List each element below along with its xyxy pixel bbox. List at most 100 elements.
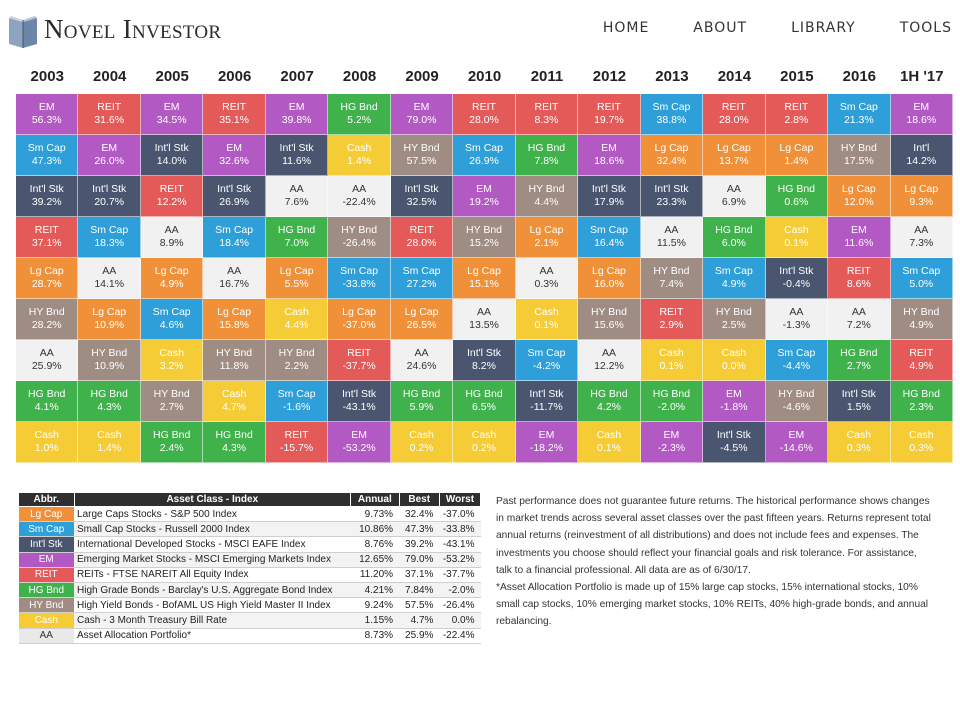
return-cell: Sm Cap 47.3% [16,135,79,176]
legend-header-annual: Annual [350,492,400,507]
asset-abbr: EM [351,429,367,441]
legend-row: REIT REITs - FTSE NAREIT All Equity Index… [18,567,481,583]
asset-abbr: AA [414,347,429,359]
return-value: 12.0% [843,196,874,208]
asset-abbr: HY Bnd [153,388,190,400]
return-cell: AA 16.7% [203,258,266,299]
return-value: 28.0% [406,237,437,249]
return-value: 6.5% [472,401,496,413]
return-cell: Lg Cap -37.0% [328,299,391,340]
year-column: REIT 35.1% EM 32.6% Int'l Stk 26.9% Sm Cap 18.4… [203,94,266,463]
asset-abbr: AA [851,306,866,318]
return-value: 15.1% [469,278,499,290]
asset-abbr: AA [289,183,304,195]
return-value: 7.0% [284,237,309,249]
return-value: 9.3% [909,196,934,208]
return-value: 3.2% [159,360,184,372]
legend-abbr-swatch: Sm Cap [18,521,75,538]
asset-abbr: Lg Cap [29,265,64,277]
asset-abbr: EM [788,429,805,441]
return-cell: REIT 4.9% [890,340,954,381]
return-cell: REIT 8.6% [828,258,891,299]
asset-abbr: REIT [596,101,621,113]
year-column: REIT 28.0% Sm Cap 26.9% EM 19.2% HY Bnd 15.2% Lg… [453,94,516,463]
legend-annual: 8.73% [350,628,400,644]
nav-home[interactable]: HOME [602,20,650,36]
asset-abbr: Int'l Stk [529,388,564,400]
return-value: 7.3% [909,237,934,249]
return-value: 4.1% [34,401,59,413]
return-cell: HG Bnd 2.4% [140,422,204,463]
return-cell: HG Bnd 4.3% [78,381,141,422]
return-value: 6.9% [721,196,746,208]
asset-abbr: HY Bnd [653,265,690,277]
return-value: 24.6% [406,360,437,372]
return-cell: Cash 1.4% [78,422,141,463]
asset-abbr: EM [413,101,430,113]
legend-worst: -37.0% [439,506,481,523]
return-value: 4.2% [596,401,621,413]
year-label: 2004 [93,68,127,85]
return-cell: Int'l Stk 11.6% [265,135,329,176]
return-value: 4.6% [159,319,184,331]
year-column: REIT 19.7% EM 18.6% Int'l Stk 17.9% Sm Cap 16.4… [578,94,641,463]
legend-asset-name: Emerging Market Stocks - MSCI Emerging M… [74,552,351,568]
legend-header-abbr: Abbr. [18,492,75,507]
return-value: 28.0% [469,114,499,126]
return-cell: AA 12.2% [578,340,641,381]
return-cell: HY Bnd 17.5% [828,135,891,176]
nav-library[interactable]: LIBRARY [791,20,856,36]
legend-worst: -43.1% [439,536,481,553]
return-cell: EM 26.0% [78,135,141,176]
legend-best: 37.1% [399,567,440,583]
legend-asset-name: International Developed Stocks - MSCI EA… [74,536,351,553]
asset-abbr: Lg Cap [779,142,814,154]
return-value: 12.2% [594,360,624,372]
return-value: 6.0% [721,237,746,249]
return-value: 19.2% [469,196,499,208]
return-value: 8.9% [159,237,184,249]
return-cell: Cash 0.0% [703,340,766,381]
legend-asset-name: REITs - FTSE NAREIT All Equity Index [74,567,351,583]
disclaimer-paragraph: Past performance does not guarantee futu… [496,496,931,576]
legend-header-worst: Worst [438,492,482,507]
return-value: 26.5% [406,319,437,331]
site-logo[interactable]: Novel Investor [6,6,221,52]
return-value: 18.6% [906,114,937,126]
legend-best: 4.7% [399,612,440,629]
return-cell: Sm Cap -1.6% [265,381,329,422]
return-value: 4.3% [97,401,122,413]
return-value: -4.6% [782,401,811,413]
return-value: 1.4% [784,155,809,167]
return-cell: EM 56.3% [16,94,79,135]
asset-abbr: EM [601,142,617,154]
year-label: 2013 [655,68,689,85]
return-cell: Cash 0.1% [515,299,579,340]
asset-abbr: Sm Cap [777,347,816,359]
legend-best: 47.3% [399,521,440,538]
legend-annual: 4.21% [350,582,400,599]
legend-row: Lg Cap Large Caps Stocks - S&P 500 Index 9… [18,506,481,523]
legend-header-best: Best [398,492,440,507]
nav-tools[interactable]: TOOLS [899,20,952,36]
nav-about[interactable]: ABOUT [693,20,748,36]
legend-annual: 8.76% [350,536,400,553]
asset-abbr: REIT [159,183,184,195]
year-column: HG Bnd 5.2% Cash 1.4% AA -22.4% HY Bnd -26.4% Sm… [328,94,391,463]
return-value: 18.3% [94,237,125,249]
return-cell: Cash 1.0% [16,422,79,463]
asset-abbr: EM [538,429,555,441]
asset-abbr: Int'l Stk [591,183,626,195]
legend-annual: 1.15% [350,612,400,629]
return-value: 16.4% [594,237,624,249]
return-value: 18.4% [219,237,250,249]
legend-worst: -53.2% [439,552,481,568]
return-cell: Sm Cap 5.0% [890,258,954,299]
return-value: 15.8% [219,319,250,331]
return-value: 2.4% [159,442,184,454]
asset-abbr: HG Bnd [340,101,378,113]
year-label: 2008 [342,68,377,85]
return-value: 7.2% [846,319,871,331]
return-value: 8.3% [534,114,559,126]
legend-worst: 0.0% [439,612,481,629]
